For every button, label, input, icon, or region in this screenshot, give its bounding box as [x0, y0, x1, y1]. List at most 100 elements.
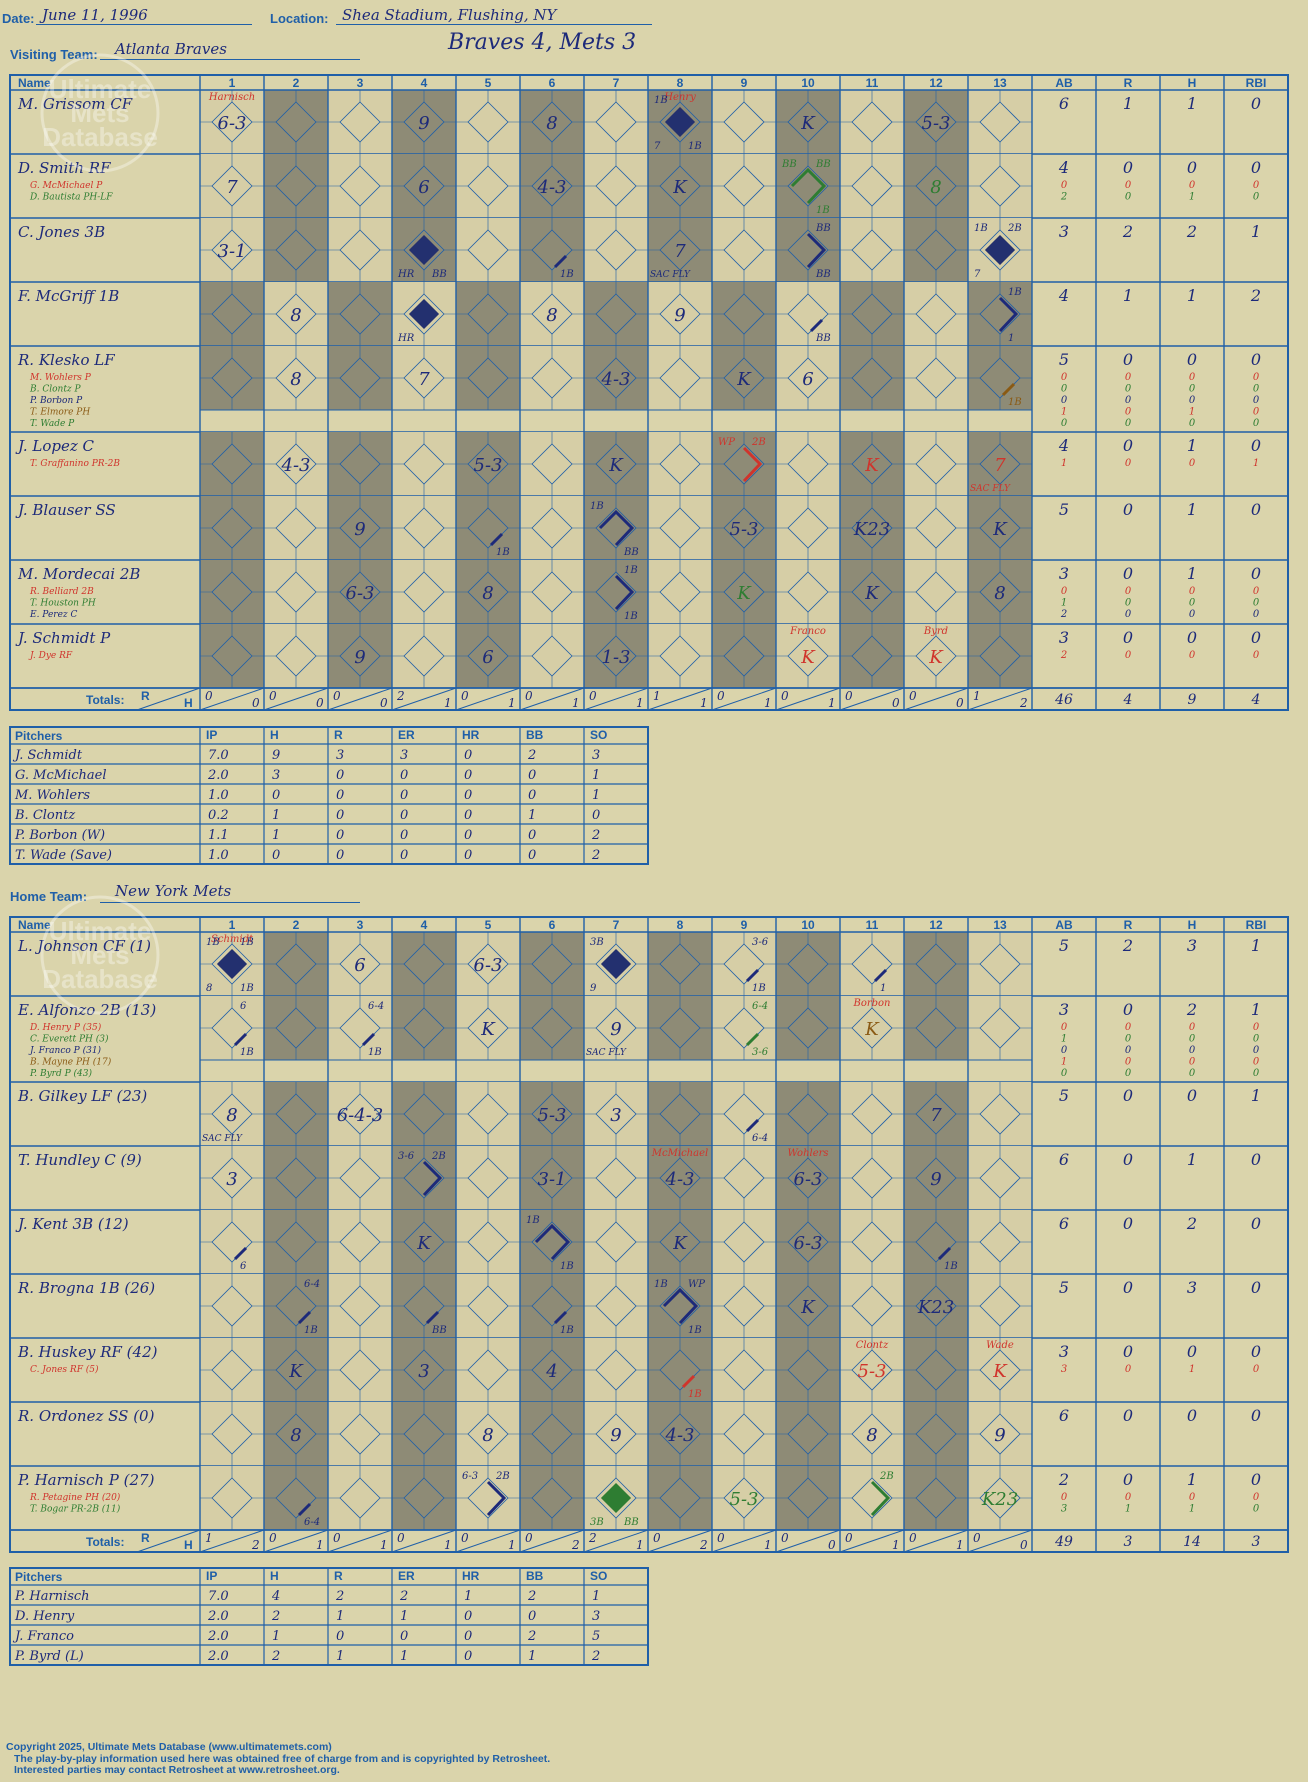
pitcher-name: D. Henry — [14, 1609, 75, 1624]
inning-hits: 1 — [764, 1538, 772, 1552]
pitching-stat: 1 — [272, 1629, 280, 1644]
cell-guide — [584, 996, 648, 1060]
inning-hits: 2 — [699, 1538, 708, 1552]
single-path — [425, 1310, 440, 1325]
total-stat: 3 — [1124, 1534, 1133, 1550]
cell-guide — [648, 1466, 712, 1530]
player-stat: 0 — [1123, 1150, 1133, 1169]
player-stat: 2 — [1122, 222, 1133, 241]
inning-header: 2 — [293, 918, 300, 932]
cell-guide — [200, 1146, 264, 1210]
base-note: 3-6 — [752, 1047, 769, 1058]
pitching-stat: 0 — [528, 1609, 536, 1624]
pitching-stat: 0 — [464, 1649, 472, 1664]
pitching-stat: 1.1 — [208, 828, 229, 843]
cell-guide — [968, 154, 1032, 218]
player-stat: 5 — [1059, 1278, 1069, 1297]
cell-guide — [200, 624, 264, 688]
cell-guide — [904, 1274, 968, 1338]
runs-key: R — [141, 1531, 150, 1545]
inning-hits: 0 — [252, 696, 260, 710]
cell-guide — [456, 1402, 520, 1466]
inning-runs: 0 — [653, 1531, 661, 1545]
play-result: K — [608, 455, 624, 476]
player-name: R. Ordonez SS (0) — [17, 1407, 155, 1425]
play-result: 6 — [354, 955, 365, 976]
play-result: K — [928, 647, 944, 668]
total-stat: 4 — [1251, 692, 1261, 708]
totals-slash — [711, 1529, 777, 1553]
base-note: 1B — [240, 1047, 254, 1058]
cell-guide — [840, 1338, 904, 1402]
totals-slash — [391, 687, 457, 711]
cell-guide — [200, 154, 264, 218]
cell-guide — [264, 624, 328, 688]
substitute-name: T. Wade P — [30, 419, 75, 429]
cell-guide — [200, 346, 264, 410]
play-result: K — [800, 1297, 816, 1318]
player-stat: 0 — [1189, 1057, 1196, 1068]
location-label: Location: — [270, 11, 329, 26]
base-note: 1B — [688, 141, 702, 152]
run-scored-mark — [984, 234, 1016, 266]
player-stat: 3 — [1061, 1364, 1067, 1375]
player-stat: 3 — [1059, 1000, 1069, 1019]
single-path — [297, 1310, 312, 1325]
player-stat: 0 — [1061, 395, 1068, 406]
cell-guide — [712, 154, 776, 218]
cell-guide — [392, 1210, 456, 1274]
cell-guide — [264, 496, 328, 560]
play-result: K — [672, 177, 688, 198]
pitching-stat-header: ER — [398, 728, 415, 742]
base-note: 1B — [304, 1325, 318, 1336]
inning-hits: 1 — [700, 696, 708, 710]
inning-runs: 0 — [845, 1531, 853, 1545]
pitching-stat: 5 — [592, 1629, 600, 1644]
pitching-stat: 0 — [464, 808, 472, 823]
cell-guide — [776, 346, 840, 410]
inning-hits: 2 — [1019, 696, 1028, 710]
play-result: 1-3 — [602, 647, 631, 668]
player-stat: 0 — [1253, 1504, 1260, 1515]
cell-guide — [264, 1210, 328, 1274]
pitching-stat: 3 — [272, 768, 280, 783]
pitching-stat: 0 — [336, 848, 344, 863]
inning-runs: 0 — [909, 689, 917, 703]
play-result: 9 — [930, 1169, 941, 1190]
pitching-stat: 3 — [592, 1609, 600, 1624]
run-scored-mark — [216, 948, 248, 980]
pitching-stat: 1 — [272, 828, 280, 843]
player-stat: 0 — [1061, 372, 1068, 383]
totals-slash — [839, 687, 905, 711]
player-stat: 0 — [1253, 586, 1260, 597]
pitching-stat: 1 — [592, 768, 600, 783]
inning-header: 5 — [485, 918, 492, 932]
inning-header: 4 — [421, 76, 428, 90]
double-path — [998, 296, 1019, 333]
base-note: 1B — [752, 983, 766, 994]
single-path — [297, 1502, 312, 1517]
cell-guide — [328, 1466, 392, 1530]
single-path — [809, 318, 824, 333]
cell-guide — [328, 1338, 392, 1402]
player-stat: 6 — [1059, 1150, 1069, 1169]
player-stat: 1 — [1061, 458, 1067, 469]
play-result: 4-3 — [665, 1425, 695, 1446]
base-note: 1B — [974, 223, 988, 234]
player-name: C. Jones 3B — [18, 223, 105, 241]
player-name: F. McGriff 1B — [17, 287, 119, 305]
base-note: 1B — [1008, 397, 1022, 408]
totals-slash — [455, 687, 521, 711]
base-note: 8 — [206, 983, 212, 994]
play-result: 7 — [930, 1105, 942, 1126]
player-stat: 3 — [1059, 628, 1069, 647]
inning-hits: 1 — [636, 1538, 644, 1552]
inning-header: 13 — [993, 918, 1007, 932]
cell-guide — [264, 1274, 328, 1338]
inning-header: 4 — [421, 918, 428, 932]
player-stat: 0 — [1061, 1068, 1068, 1079]
player-stat: 2 — [1122, 936, 1133, 955]
base-note: 2B — [431, 1151, 446, 1162]
play-result: K — [736, 583, 752, 604]
cell-guide — [456, 1210, 520, 1274]
